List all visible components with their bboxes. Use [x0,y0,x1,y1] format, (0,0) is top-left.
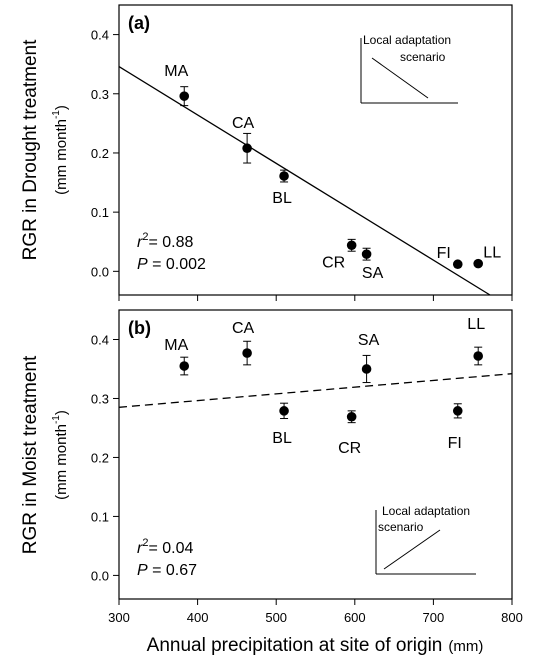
panel-a-point-label-bl: BL [272,190,292,207]
panel-b-p-stat: P = 0.67 [137,562,197,579]
panel-a-y-unit-exponent: -1 [51,110,62,119]
panel-a-inset-title: Local adaptation [363,33,451,47]
panel-b-point-fi [452,406,463,416]
x-tick-label: 600 [344,610,366,625]
panel-b-y-ticks: 0.0 0.1 0.2 0.3 0.4 [91,332,119,583]
x-axis-title: Annual precipitation at site of origin (m… [147,635,484,656]
panel-a-y-tick-label: 0.4 [91,28,109,43]
panel-a-p-value: = 0.002 [148,256,206,273]
panel-b-x-ticks [118,599,513,605]
panel-a-point-ca [242,143,252,154]
panel-b-y-axis-unit: (mm month-1) [51,410,70,500]
panel-a-p-stat: P = 0.002 [137,256,206,273]
x-axis-title-unit: (mm) [448,638,483,655]
panel-b-r2-exponent: 2 [142,537,148,549]
panel-a-point-cr [346,240,357,251]
x-tick-labels: 300 400 500 600 700 800 [108,610,523,625]
panel-a-point-label-sa: SA [362,265,384,282]
panel-b-point-label-ll: LL [467,316,485,333]
panel-b-point-sa [361,364,372,374]
panel-a-y-unit-suffix: ) [53,105,70,110]
panel-a-point-ll [473,258,484,269]
panel-b-label: (b) [128,318,151,338]
panel-a-regression-line [118,65,491,296]
panel-a-y-axis-unit: (mm month-1) [51,105,70,195]
panel-b-y-tick-label: 0.0 [91,568,109,583]
panel-b-point-label-ca: CA [232,320,255,337]
panel-b-y-tick-label: 0.2 [91,450,109,465]
panel-a-y-tick-label: 0.3 [91,87,109,102]
panel-a-inset: Local adaptation scenario [360,33,458,104]
panel-b-y-unit-prefix: (mm month [53,424,70,500]
panel-b-point-label-fi: FI [448,435,462,452]
panel-b-p-symbol: P [137,562,148,579]
panel-a-y-tick-label: 0.1 [91,205,109,220]
x-tick-label: 500 [265,610,287,625]
panel-b-y-tick-label: 0.4 [91,332,109,347]
panel-a-point-label-cr: CR [322,254,345,271]
panel-a-point-label-ll: LL [483,245,501,262]
panel-a-point-sa [361,249,372,259]
panel-a-frame [118,4,513,296]
panel-a-points: MA CA BL CR SA FI LL [164,63,501,282]
x-tick-label: 300 [108,610,130,625]
panel-a-y-tick-label: 0.2 [91,146,109,161]
panel-b-regression-line [118,373,513,408]
panel-b-y-axis-title: RGR in Moist treatment [20,355,41,554]
panel-b-r2-stat: r2= 0.04 [137,537,193,557]
panel-a-r2-symbol: r [137,234,143,251]
panel-a-y-unit-prefix: (mm month [53,119,70,195]
panel-b-inset: Local adaptation scenario [375,504,476,575]
panel-a-y-axis-title: RGR in Drought treatment [20,39,41,260]
panel-b-inset-subtitle: scenario [378,520,424,534]
x-tick-label: 400 [187,610,209,625]
panel-b-point-ma [179,361,190,371]
panel-a-r2-value: = 0.88 [148,234,193,251]
panel-a-point-label-ca: CA [232,115,255,132]
panel-b-y-unit-suffix: ) [53,410,70,415]
panel-b-r2-symbol: r [137,540,143,557]
panel-b-y-unit-exponent: -1 [51,415,62,424]
panel-b-y-tick-label: 0.1 [91,509,109,524]
panel-b-r2-value: = 0.04 [148,540,193,557]
panel-b-point-ll [473,351,484,361]
panel-a-y-ticks: 0.0 0.1 0.2 0.3 0.4 [91,28,119,279]
panel-a-r2-exponent: 2 [142,231,148,243]
panel-b-point-label-sa: SA [358,332,380,349]
panel-a-inset-trend-line [371,57,429,99]
panel-b-p-value: = 0.67 [148,562,197,579]
panel-b-y-tick-label: 0.3 [91,391,109,406]
panel-a-point-bl [279,171,289,181]
panel-b-point-ca [242,348,252,358]
panel-a-x-ticks [118,295,513,301]
panel-a-inset-subtitle: scenario [400,50,446,64]
panel-b-point-label-ma: MA [164,337,188,354]
panel-b-point-label-cr: CR [338,440,361,457]
x-tick-label: 700 [423,610,445,625]
panel-b-frame [118,309,513,600]
panel-b-inset-trend-line [383,529,441,570]
panel-b-regression-group [118,373,513,408]
panel-a-point-ma [179,91,190,101]
panel-a-label: (a) [128,13,150,33]
panel-a-r2-stat: r2= 0.88 [137,231,193,251]
panel-a-point-fi [452,259,463,270]
panel-a-regression-group [118,65,491,296]
panel-a-point-label-ma: MA [164,63,188,80]
panel-b-point-cr [346,411,357,422]
panel-b-inset-title: Local adaptation [382,504,470,518]
panel-a-y-tick-label: 0.0 [91,264,109,279]
panel-b-point-bl [279,406,289,416]
panel-b-point-label-bl: BL [272,430,292,447]
panel-a-point-label-fi: FI [437,245,451,262]
panel-b-points: MA CA BL CR SA FI LL [164,316,485,457]
panel-a-p-symbol: P [137,256,148,273]
x-tick-label: 800 [501,610,523,625]
x-axis-title-text: Annual precipitation at site of origin [147,635,443,656]
